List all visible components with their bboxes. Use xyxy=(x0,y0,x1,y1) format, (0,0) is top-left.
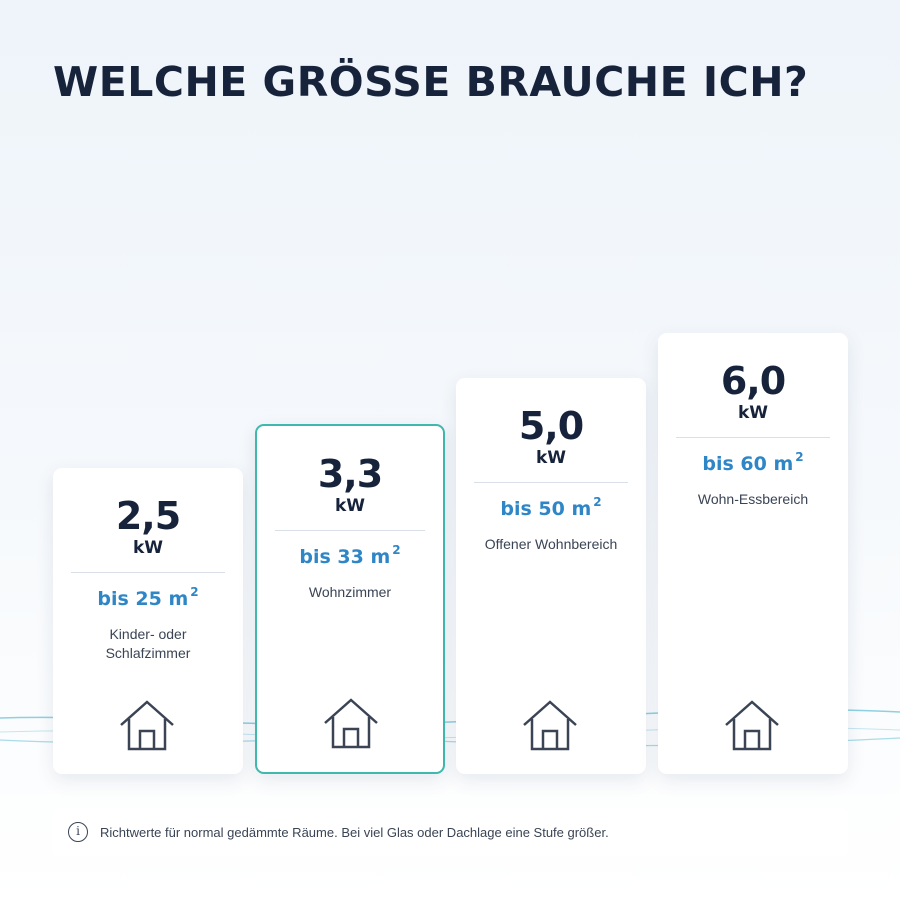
room-label: Kinder- oder Schlafzimmer xyxy=(105,626,191,661)
room-label: Offener Wohnbereich xyxy=(484,536,618,552)
power-unit: kW xyxy=(334,496,366,516)
power-value: 2,5 xyxy=(115,494,181,538)
house-icon xyxy=(120,700,174,751)
info-icon: i xyxy=(68,822,88,842)
page-title: WELCHE GRÖSSE BRAUCHE ICH? xyxy=(53,58,809,106)
power-value: 3,3 xyxy=(317,452,383,496)
power-unit: kW xyxy=(132,538,164,558)
house-icon xyxy=(725,700,779,751)
card-divider xyxy=(474,482,628,483)
power-value: 6,0 xyxy=(720,359,786,403)
house-icon xyxy=(324,698,378,749)
card-divider xyxy=(71,572,225,573)
house-icon xyxy=(523,700,577,751)
info-text: Richtwerte für normal gedämmte Räume. Be… xyxy=(100,824,609,840)
power-value: 5,0 xyxy=(518,404,584,448)
room-label: Wohnzimmer xyxy=(308,584,392,600)
info-note: i Richtwerte für normal gedämmte Räume. … xyxy=(52,808,848,856)
power-unit: kW xyxy=(535,448,567,468)
card-divider xyxy=(676,437,830,438)
room-label: Wohn-Essbereich xyxy=(697,491,809,507)
card-divider xyxy=(275,530,425,531)
power-unit: kW xyxy=(737,403,769,423)
